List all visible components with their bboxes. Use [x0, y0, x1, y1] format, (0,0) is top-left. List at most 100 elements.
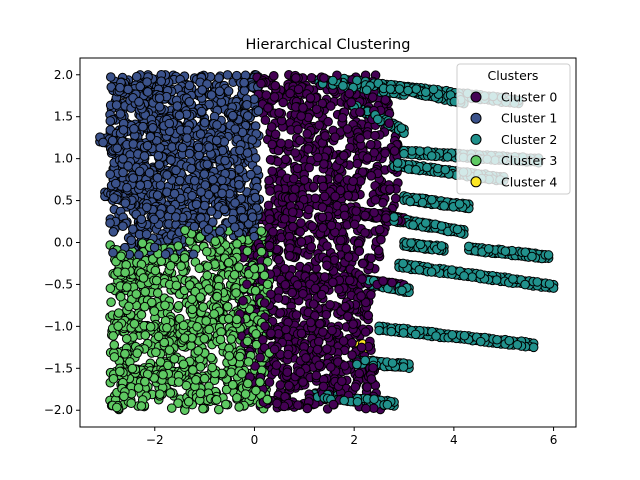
data-point: [139, 301, 150, 312]
data-point: [354, 246, 365, 256]
data-point: [415, 146, 425, 156]
data-point: [319, 73, 329, 83]
data-point: [242, 148, 253, 158]
data-point: [327, 325, 337, 336]
data-point: [242, 336, 253, 347]
data-point: [155, 143, 166, 153]
data-point: [152, 288, 163, 298]
data-point: [322, 344, 332, 354]
data-point: [319, 191, 330, 202]
data-point: [417, 197, 428, 208]
data-point: [385, 84, 396, 94]
data-point: [263, 200, 274, 211]
data-point: [378, 276, 388, 286]
data-point: [426, 151, 437, 161]
data-point: [308, 181, 319, 192]
data-point: [337, 112, 348, 123]
data-point: [178, 320, 189, 331]
data-point: [343, 190, 353, 201]
data-point: [335, 235, 346, 246]
data-point: [110, 178, 121, 189]
data-point: [426, 194, 437, 205]
data-point: [299, 175, 310, 185]
data-point: [111, 100, 122, 110]
data-point: [543, 250, 554, 260]
data-point: [151, 275, 162, 286]
data-point: [194, 263, 205, 274]
data-point: [397, 285, 407, 296]
data-point: [367, 92, 378, 103]
data-point: [183, 396, 194, 407]
data-point: [191, 199, 202, 210]
data-point: [317, 222, 328, 233]
data-point: [263, 103, 273, 113]
data-point: [330, 132, 340, 143]
data-point: [436, 221, 447, 231]
data-point: [198, 403, 208, 414]
data-point: [199, 169, 210, 179]
data-point: [206, 90, 217, 100]
data-point: [136, 401, 147, 411]
data-point: [262, 394, 273, 405]
data-point: [348, 176, 358, 187]
data-point: [272, 398, 282, 409]
data-point: [260, 115, 271, 126]
data-point: [346, 97, 357, 108]
data-point: [382, 399, 393, 410]
data-point: [411, 84, 422, 94]
data-point: [365, 139, 376, 150]
data-point: [260, 321, 270, 332]
data-point: [134, 250, 144, 260]
data-point: [198, 302, 209, 312]
data-point: [256, 226, 267, 236]
data-point: [261, 90, 272, 100]
data-point: [459, 330, 470, 341]
data-point: [231, 70, 242, 81]
data-point: [215, 334, 226, 345]
data-point: [270, 80, 281, 91]
data-point: [203, 284, 214, 294]
data-point: [237, 368, 247, 379]
data-point: [380, 95, 391, 105]
data-point: [180, 225, 190, 235]
data-point: [355, 107, 365, 117]
data-point: [302, 403, 313, 414]
data-point: [155, 389, 165, 399]
data-point: [105, 169, 116, 180]
data-point: [221, 399, 231, 410]
data-point: [123, 84, 133, 95]
data-point: [305, 317, 316, 328]
data-point: [137, 238, 148, 249]
data-point: [280, 154, 291, 165]
data-point: [115, 82, 125, 93]
data-point: [118, 154, 128, 164]
data-point: [247, 212, 258, 222]
data-point: [302, 129, 313, 139]
data-point: [223, 86, 234, 96]
data-point: [222, 70, 233, 80]
data-point: [135, 81, 146, 92]
legend-marker: [470, 91, 482, 103]
data-point: [296, 328, 307, 339]
data-point: [452, 224, 463, 235]
data-point: [230, 198, 240, 208]
data-point: [492, 334, 502, 345]
data-point: [321, 309, 332, 320]
data-point: [128, 139, 139, 149]
data-point: [343, 252, 354, 262]
data-point: [200, 180, 211, 190]
y-tick-label: 2.0: [54, 68, 73, 82]
data-point: [195, 388, 206, 399]
data-point: [387, 277, 397, 288]
data-point: [243, 378, 253, 389]
data-point: [179, 253, 190, 263]
data-point: [186, 163, 197, 174]
data-point: [278, 97, 288, 108]
data-point: [328, 399, 339, 410]
data-point: [390, 193, 401, 204]
data-point: [184, 148, 195, 159]
data-point: [376, 234, 386, 245]
data-point: [166, 403, 177, 413]
data-point: [166, 155, 176, 165]
